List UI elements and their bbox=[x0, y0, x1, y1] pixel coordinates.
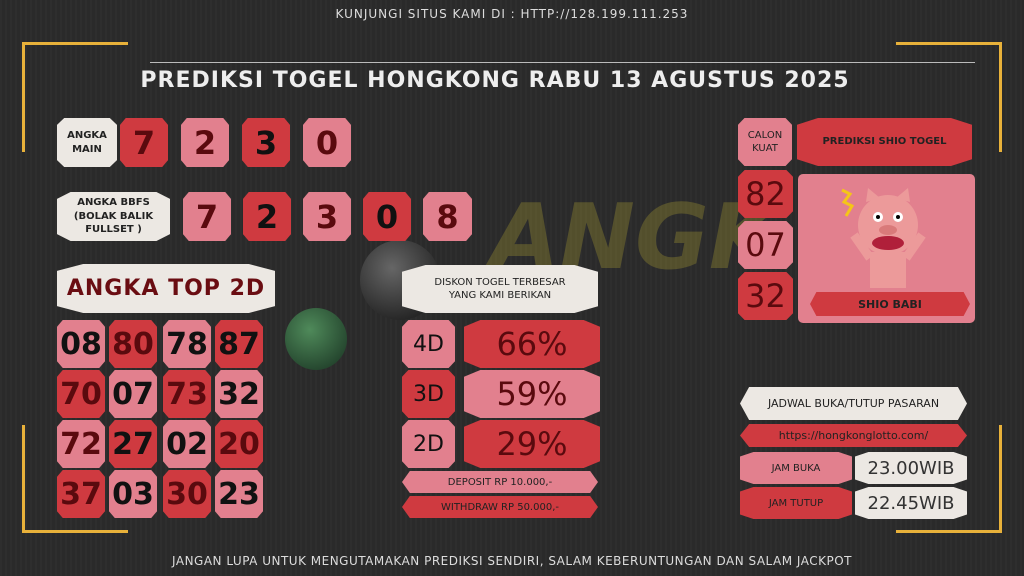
withdraw-info: WITHDRAW RP 50.000,- bbox=[402, 496, 598, 518]
discount-type: 3D bbox=[402, 370, 455, 418]
pig-icon bbox=[841, 188, 926, 288]
main-digit: 0 bbox=[303, 118, 351, 167]
bbfs-digit: 8 bbox=[423, 192, 472, 241]
top2d-number: 20 bbox=[215, 420, 263, 468]
top2d-number: 23 bbox=[215, 470, 263, 518]
bbfs-digit: 0 bbox=[363, 192, 411, 241]
angka-main-label: ANGKA MAIN bbox=[57, 118, 117, 167]
bbfs-digit: 2 bbox=[243, 192, 291, 241]
top2d-number: 27 bbox=[109, 420, 157, 468]
bbfs-label: ANGKA BBFS (BOLAK BALIK FULLSET ) bbox=[57, 192, 170, 241]
top2d-number: 80 bbox=[109, 320, 157, 368]
frame-corner bbox=[999, 425, 1002, 533]
shio-name: SHIO BABI bbox=[810, 292, 970, 316]
top2d-number: 72 bbox=[57, 420, 105, 468]
main-digit: 3 bbox=[242, 118, 290, 167]
discount-type: 2D bbox=[402, 420, 455, 468]
market-url-link[interactable]: https://hongkonglotto.com/ bbox=[740, 424, 967, 447]
shio-panel: SHIO BABI bbox=[798, 174, 975, 323]
page-title: PREDIKSI TOGEL HONGKONG RABU 13 AGUSTUS … bbox=[140, 68, 850, 93]
calon-number: 32 bbox=[738, 272, 793, 320]
top2d-number: 02 bbox=[163, 420, 211, 468]
divider bbox=[150, 62, 975, 63]
bbfs-digit: 3 bbox=[303, 192, 351, 241]
calon-kuat-label: CALON KUAT bbox=[738, 118, 792, 166]
frame-corner bbox=[22, 42, 128, 45]
frame-corner bbox=[22, 42, 25, 152]
deposit-info: DEPOSIT RP 10.000,- bbox=[402, 471, 598, 493]
discount-pct: 66% bbox=[464, 320, 600, 368]
top2d-number: 30 bbox=[163, 470, 211, 518]
jam-tutup-value: 22.45WIB bbox=[855, 487, 967, 519]
jam-buka-value: 23.00WIB bbox=[855, 452, 967, 484]
discount-pct: 29% bbox=[464, 420, 600, 468]
top2d-number: 07 bbox=[109, 370, 157, 418]
top2d-number: 70 bbox=[57, 370, 105, 418]
top2d-number: 37 bbox=[57, 470, 105, 518]
jam-tutup-label: JAM TUTUP bbox=[740, 487, 852, 519]
frame-corner bbox=[999, 42, 1002, 152]
discount-type: 4D bbox=[402, 320, 455, 368]
jam-buka-label: JAM BUKA bbox=[740, 452, 852, 484]
main-digit: 2 bbox=[181, 118, 229, 167]
bbfs-digit: 7 bbox=[183, 192, 231, 241]
frame-corner bbox=[22, 530, 128, 533]
jadwal-title: JADWAL BUKA/TUTUP PASARAN bbox=[740, 387, 967, 420]
top2d-number: 03 bbox=[109, 470, 157, 518]
billiard-ball-icon bbox=[285, 308, 347, 370]
diskon-label: DISKON TOGEL TERBESAR YANG KAMI BERIKAN bbox=[402, 265, 598, 313]
calon-number: 07 bbox=[738, 221, 793, 269]
frame-corner bbox=[22, 425, 25, 533]
top2d-number: 32 bbox=[215, 370, 263, 418]
visit-text: KUNJUNGI SITUS KAMI DI : HTTP://128.199.… bbox=[335, 7, 689, 21]
calon-number: 82 bbox=[738, 170, 793, 218]
top2d-number: 78 bbox=[163, 320, 211, 368]
top2d-number: 08 bbox=[57, 320, 105, 368]
top2d-number: 87 bbox=[215, 320, 263, 368]
discount-pct: 59% bbox=[464, 370, 600, 418]
main-digit: 7 bbox=[120, 118, 168, 167]
top2d-label: ANGKA TOP 2D bbox=[57, 264, 275, 313]
shio-title: PREDIKSI SHIO TOGEL bbox=[797, 118, 972, 166]
top2d-number: 73 bbox=[163, 370, 211, 418]
frame-corner bbox=[896, 530, 1002, 533]
frame-corner bbox=[896, 42, 1002, 45]
footer-text: JANGAN LUPA UNTUK MENGUTAMAKAN PREDIKSI … bbox=[172, 554, 852, 568]
